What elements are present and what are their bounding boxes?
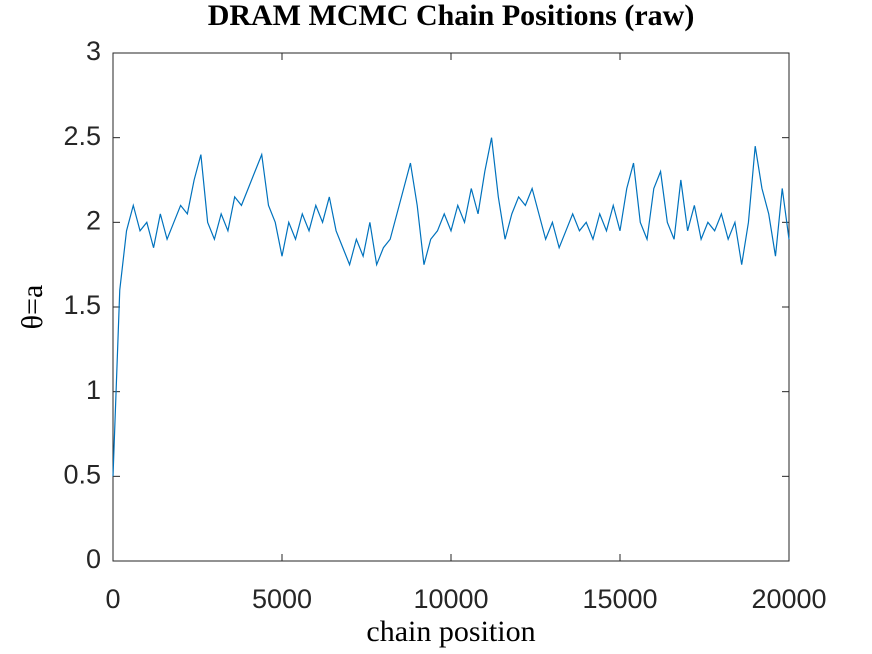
- y-tick-label: 0.5: [63, 459, 101, 489]
- chart-title: DRAM MCMC Chain Positions (raw): [208, 0, 695, 32]
- y-tick-label: 3: [86, 36, 101, 66]
- y-tick-label: 2.5: [63, 121, 101, 151]
- x-axis-label: chain position: [366, 615, 535, 648]
- y-tick-label: 0: [86, 544, 101, 574]
- data-line: [112, 137, 790, 477]
- y-axis-label: θ=a: [16, 285, 49, 330]
- x-tick-label: 10000: [413, 584, 488, 614]
- x-tick-label: 20000: [751, 584, 826, 614]
- y-tick-label: 2: [86, 205, 101, 235]
- y-tick-label: 1: [86, 375, 101, 405]
- x-tick-label: 0: [105, 584, 120, 614]
- y-tick-label: 1.5: [63, 290, 101, 320]
- x-tick-label: 15000: [582, 584, 657, 614]
- x-tick-label: 5000: [252, 584, 312, 614]
